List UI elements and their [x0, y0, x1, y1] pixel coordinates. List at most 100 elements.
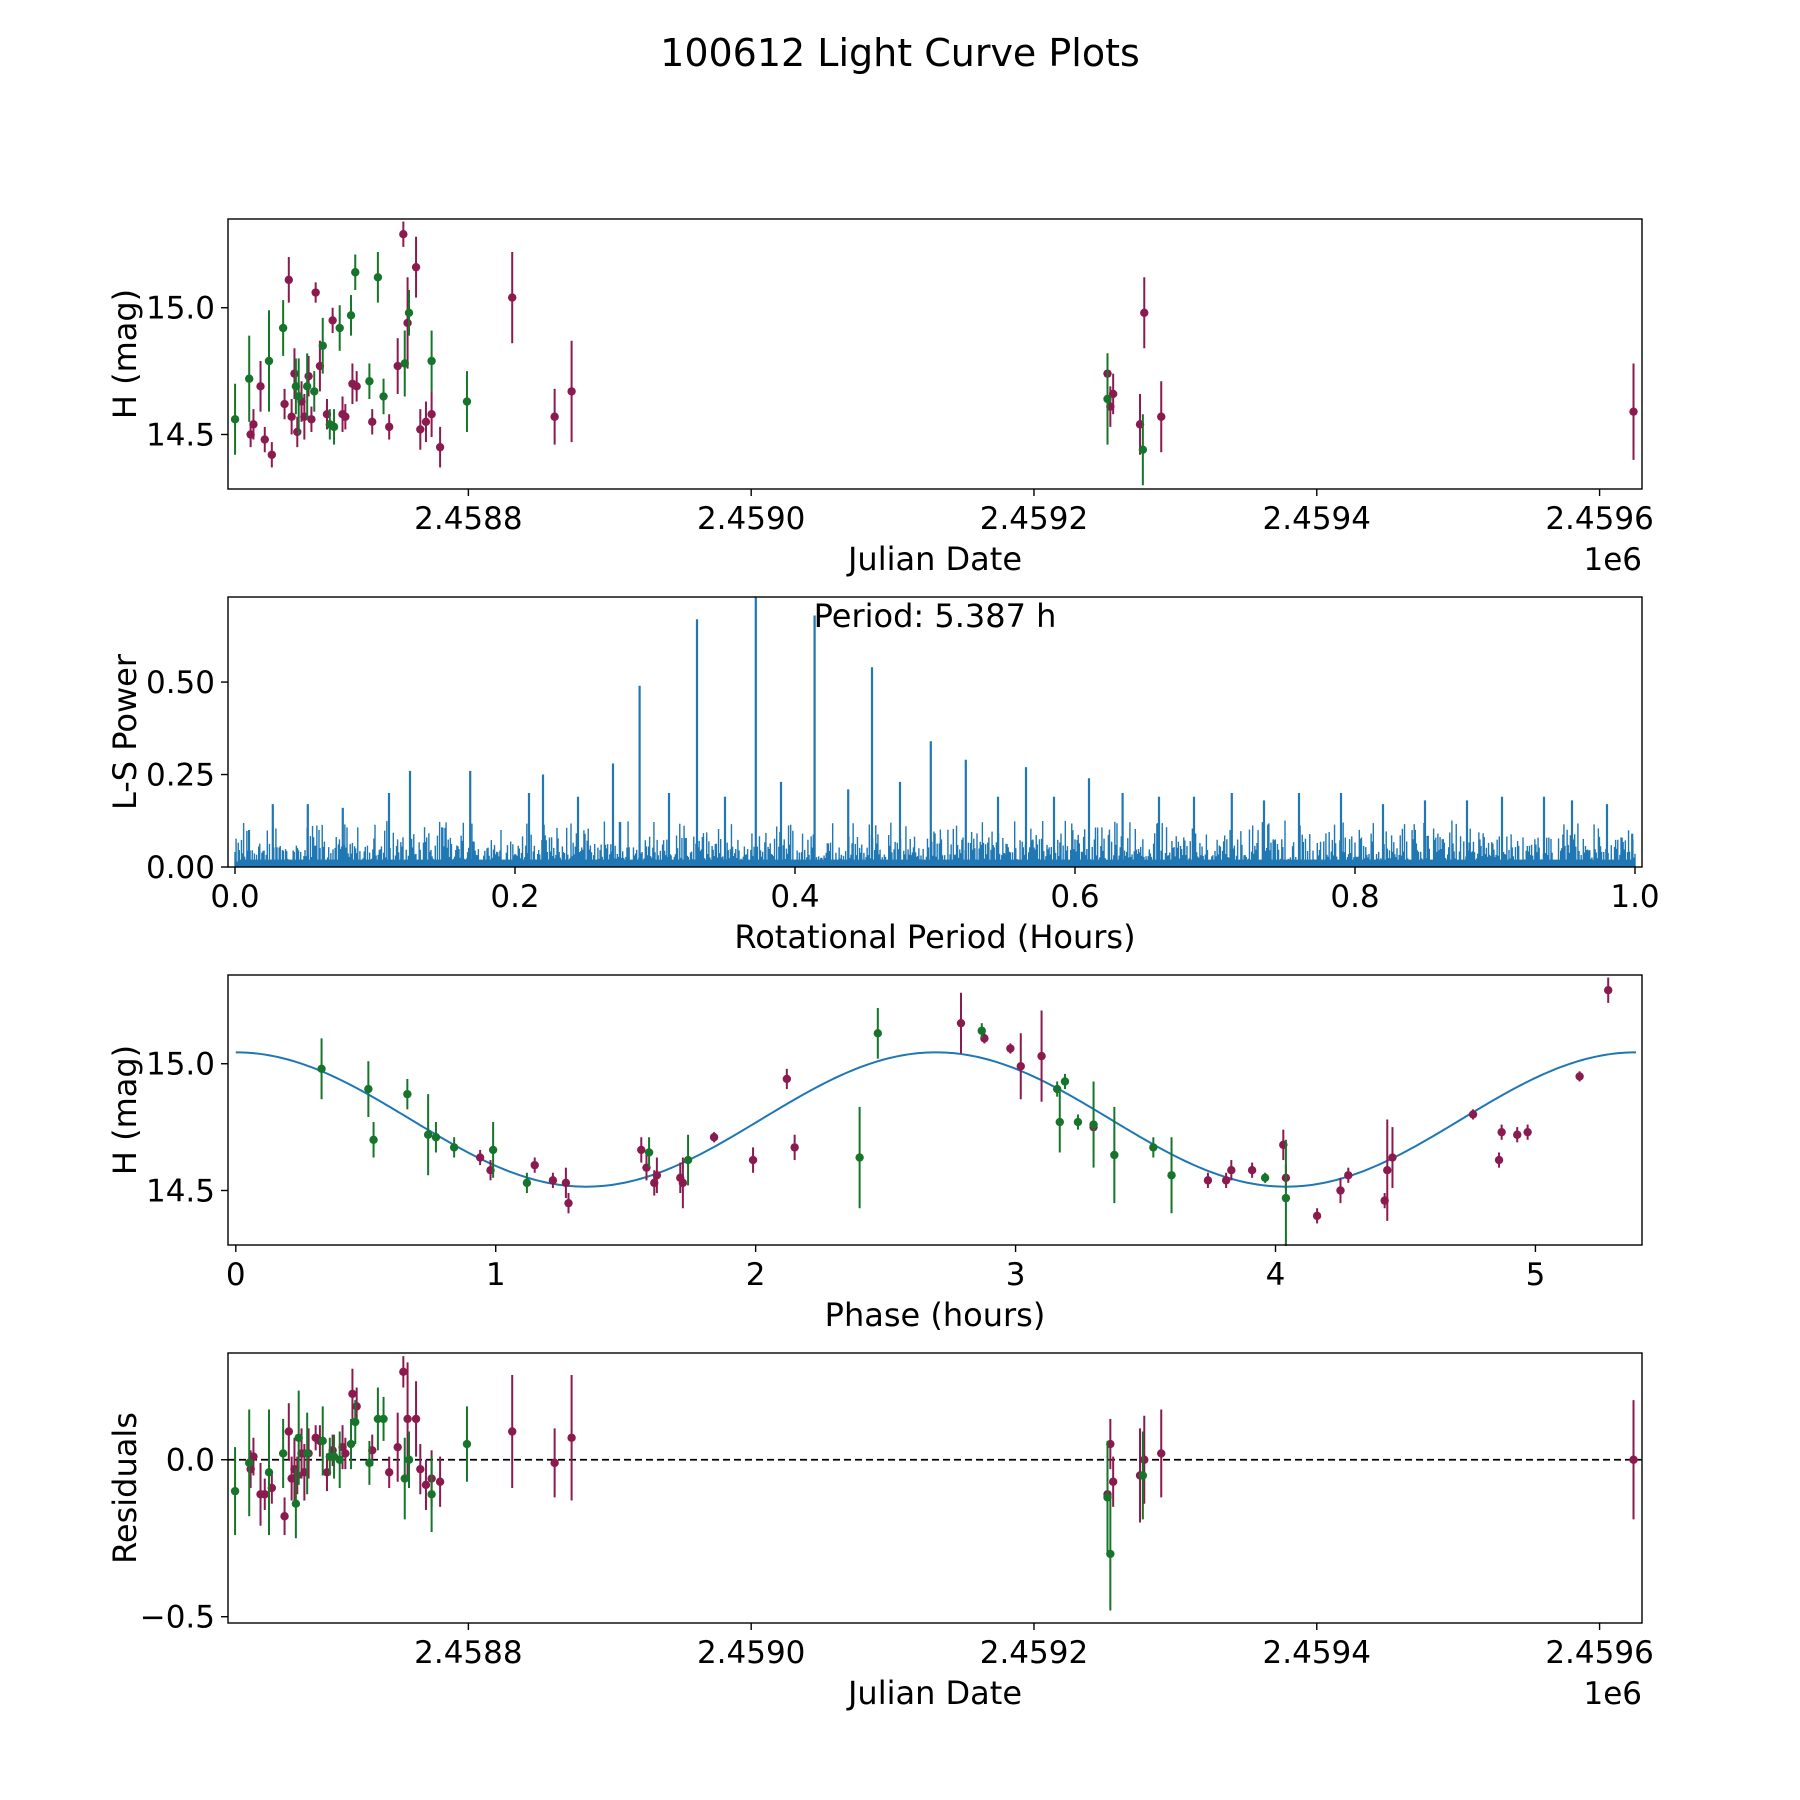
- x-tick-label: 2.4596: [1545, 501, 1653, 537]
- data-point: [278, 1449, 288, 1458]
- data-point: [790, 1143, 799, 1152]
- data-point: [1221, 1176, 1231, 1185]
- residuals-panel: 2.4588 2.4590 2.4592 2.4594 2.4596 −0.5 0.0 Jul…: [106, 1352, 1654, 1712]
- data-point: [427, 356, 436, 366]
- data-point: [290, 369, 299, 378]
- x-tick-label: 2.4588: [414, 1635, 522, 1671]
- y-tick-label: 14.5: [146, 1173, 215, 1209]
- phased-x-axis-label: Phase (hours): [825, 1296, 1046, 1334]
- data-point: [1089, 1120, 1098, 1129]
- residuals-series-green: [230, 1387, 1148, 1611]
- data-point: [245, 1458, 254, 1468]
- x-tick-label: 0: [226, 1257, 246, 1293]
- data-point: [293, 427, 302, 437]
- data-point: [1138, 1471, 1148, 1480]
- data-point: [782, 1074, 792, 1084]
- data-point: [351, 1417, 360, 1427]
- data-point: [427, 1490, 436, 1499]
- data-point: [302, 1449, 312, 1458]
- data-point: [384, 1468, 394, 1477]
- data-point: [400, 359, 409, 368]
- data-point: [403, 1089, 412, 1099]
- data-point: [245, 374, 254, 383]
- data-point: [400, 1474, 409, 1483]
- data-point: [280, 399, 289, 409]
- data-point: [341, 412, 350, 421]
- data-point: [267, 450, 277, 459]
- data-point: [652, 1171, 662, 1180]
- residuals-x-axis-label: Julian Date: [846, 1674, 1022, 1712]
- x-tick-label: 2.4594: [1263, 501, 1371, 537]
- x-tick-label: 0.6: [1050, 879, 1099, 915]
- data-point: [351, 268, 360, 277]
- data-point: [399, 230, 408, 239]
- y-tick-label: 0.00: [146, 850, 215, 886]
- fit-curve: [235, 1051, 1637, 1188]
- data-point: [329, 422, 339, 432]
- x-tick-label: 2.4592: [980, 501, 1088, 537]
- y-tick-label: 0.0: [166, 1443, 215, 1479]
- data-point: [1140, 1455, 1149, 1464]
- data-point: [1604, 986, 1613, 995]
- residuals-x-offset-label: 1e6: [1583, 1676, 1642, 1712]
- data-point: [1513, 1130, 1522, 1139]
- data-point: [855, 1153, 864, 1162]
- x-tick-label: 2.4590: [697, 501, 805, 537]
- data-point: [548, 1176, 558, 1185]
- x-tick-label: 2.4592: [980, 1635, 1088, 1671]
- data-point: [678, 1178, 688, 1188]
- x-tick-label: 2.4590: [697, 1635, 805, 1671]
- x-tick-label: 1.0: [1610, 879, 1659, 915]
- x-tick-label: 4: [1266, 1257, 1286, 1293]
- x-tick-label: 2.4594: [1263, 1635, 1371, 1671]
- ls-power-floor: [237, 859, 1635, 867]
- lightcurve-series-green: [230, 251, 1148, 486]
- phased-marks: [235, 977, 1637, 1246]
- x-tick-label: 0.2: [490, 879, 539, 915]
- period-annotation: Period: 5.387 h: [814, 597, 1057, 635]
- x-tick-label: 3: [1006, 1257, 1026, 1293]
- lightcurve-x-offset-label: 1e6: [1583, 542, 1642, 578]
- data-point: [475, 1153, 485, 1162]
- periodogram-plot-area: [234, 597, 1636, 867]
- x-tick-label: 2.4588: [414, 501, 522, 537]
- data-point: [416, 1464, 425, 1474]
- lightcurve-plot-area: [230, 221, 1638, 486]
- data-point: [373, 273, 383, 282]
- data-point: [488, 1145, 498, 1155]
- data-point: [1260, 1173, 1270, 1183]
- data-point: [411, 1414, 421, 1424]
- data-point: [1575, 1072, 1584, 1081]
- data-point: [364, 1084, 373, 1094]
- data-point: [346, 1439, 356, 1449]
- phased-series-pink: [475, 977, 1613, 1224]
- phased-y-axis-label: H (mag): [106, 1045, 144, 1175]
- x-tick-label: 2: [746, 1257, 766, 1293]
- data-point: [278, 323, 288, 333]
- data-point: [346, 311, 356, 320]
- data-point: [256, 382, 265, 391]
- data-point: [317, 1064, 326, 1074]
- data-point: [564, 1198, 573, 1208]
- data-point: [369, 1135, 378, 1144]
- data-point: [1157, 1449, 1166, 1458]
- data-point: [462, 397, 472, 406]
- data-point: [427, 410, 436, 419]
- y-tick-label: 14.5: [146, 417, 215, 453]
- x-tick-label: 5: [1526, 1257, 1546, 1293]
- periodogram-panel: 0.0 0.2 0.4 0.6 0.8 1.0 0.00 0.25 0.50 Rotational…: [106, 596, 1660, 956]
- data-point: [508, 293, 517, 302]
- data-point: [567, 387, 576, 396]
- x-tick-label: 0.4: [770, 879, 819, 915]
- data-point: [423, 1130, 433, 1139]
- data-point: [291, 1499, 301, 1508]
- periodogram-y-axis-label: L-S Power: [106, 653, 144, 810]
- lightcurve-axes-frame: [227, 218, 1643, 490]
- y-tick-label: 0.50: [146, 665, 215, 701]
- data-point: [311, 288, 320, 297]
- residuals-y-axis-label: Residuals: [106, 1412, 144, 1564]
- data-point: [1312, 1211, 1322, 1221]
- data-point: [748, 1155, 758, 1165]
- data-point: [335, 1455, 344, 1464]
